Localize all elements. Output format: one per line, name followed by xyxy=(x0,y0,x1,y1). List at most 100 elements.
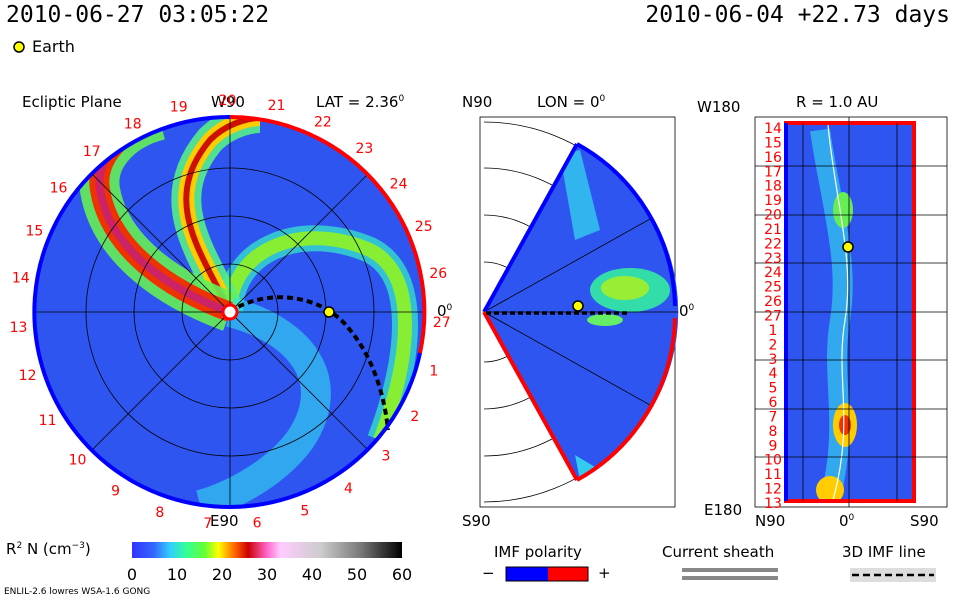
radial-day-label: 24 xyxy=(764,265,782,281)
cbar-end: ) xyxy=(84,540,91,558)
radial-x-right: S90 xyxy=(910,512,939,530)
ecliptic-right-label: 00 xyxy=(437,302,452,320)
meridional-plot xyxy=(479,116,679,508)
radial-day-label: 18 xyxy=(764,179,782,195)
ecliptic-day-label: 18 xyxy=(124,117,142,133)
ecliptic-lat-label: LAT = 2.360 xyxy=(316,93,404,111)
colorbar-tick-label: 30 xyxy=(257,565,277,584)
current-sheath-label: Current sheath xyxy=(662,543,775,561)
reference-date-label: 2010-06-04 +22.73 days xyxy=(645,2,950,28)
meridional-top-label: N90 xyxy=(462,93,493,111)
colorbar-tick-label: 10 xyxy=(167,565,187,584)
ecliptic-day-label: 7 xyxy=(203,516,212,532)
ecliptic-polarity-neg xyxy=(32,114,422,509)
radial-day-label: 23 xyxy=(764,251,782,267)
ecliptic-day-label: 13 xyxy=(10,320,28,336)
radial-day-label: 13 xyxy=(764,496,782,512)
rad-zero: 0 xyxy=(839,512,849,530)
ecliptic-day-label: 10 xyxy=(69,452,87,468)
ecliptic-day-label: 12 xyxy=(19,368,37,384)
radial-top-left-label: W180 xyxy=(697,98,741,116)
ecliptic-day-label: 22 xyxy=(314,115,332,131)
cbar-sup: 2 xyxy=(16,541,23,551)
radial-day-label: 9 xyxy=(769,438,778,454)
mer-zero-deg: 0 xyxy=(688,303,695,313)
lon-value: LON = 0 xyxy=(537,93,600,111)
radial-x-left: N90 xyxy=(755,512,786,530)
radial-day-label: 10 xyxy=(764,453,782,469)
radial-day-label: 20 xyxy=(764,208,782,224)
ecliptic-day-label: 16 xyxy=(50,180,68,196)
ecliptic-day-label: 3 xyxy=(381,449,390,465)
ecliptic-bottom-label: E90 xyxy=(210,512,239,530)
radial-day-label: 4 xyxy=(769,366,778,382)
radial-x-mid: 00 xyxy=(839,512,854,530)
ecliptic-day-label: 23 xyxy=(355,141,373,157)
radial-bottom-left-label: E180 xyxy=(704,501,743,519)
ecliptic-day-label: 1 xyxy=(429,363,438,379)
colorbar-tick-label: 50 xyxy=(347,565,367,584)
colorbar-tick-label: 0 xyxy=(127,565,137,584)
radial-day-label: 5 xyxy=(769,381,778,397)
imf-polarity-negative-swatch xyxy=(506,567,548,581)
ecliptic-polarity-pos xyxy=(229,115,427,354)
radial-day-label: 11 xyxy=(764,467,782,483)
ecliptic-day-label: 14 xyxy=(12,271,30,287)
ecl-zero: 0 xyxy=(437,302,447,320)
colorbar xyxy=(132,542,402,558)
ecliptic-day-label: 4 xyxy=(344,481,353,497)
ecliptic-day-labels: 19 20 212223242526271234567891011121314151… xyxy=(10,93,451,532)
meridional-earth-marker xyxy=(572,300,584,312)
ecliptic-day-label: 27 xyxy=(433,315,451,331)
ecliptic-earth-marker xyxy=(323,306,335,318)
lon-degree: 0 xyxy=(599,94,606,104)
radial-title: R = 1.0 AU xyxy=(796,93,879,111)
radial-day-label: 1 xyxy=(769,323,778,339)
ecliptic-top-label: W90 xyxy=(211,93,245,111)
ecliptic-day-label: 21 xyxy=(268,98,286,114)
meridional-right-label: 00 xyxy=(679,302,694,320)
ecliptic-day-label: 15 xyxy=(25,223,43,239)
ecliptic-day-label: 9 xyxy=(111,484,120,500)
colorbar-tick-label: 40 xyxy=(302,565,322,584)
radial-day-label: 15 xyxy=(764,135,782,151)
radial-day-label: 16 xyxy=(764,150,782,166)
radial-day-label: 8 xyxy=(769,424,778,440)
radial-day-label: 22 xyxy=(764,236,782,252)
earth-legend xyxy=(12,38,28,58)
colorbar-tick-label: 60 xyxy=(392,565,412,584)
ecliptic-day-label: 11 xyxy=(39,413,57,429)
sun-marker xyxy=(221,303,239,321)
lat-value: LAT = 2.36 xyxy=(316,93,399,111)
colorbar-ticks: 0 10 20 30 40 50 60 xyxy=(127,565,412,584)
radial-day-label: 26 xyxy=(764,294,782,310)
radial-day-label: 21 xyxy=(764,222,782,238)
imf-line-label: 3D IMF line xyxy=(842,543,926,561)
imf-line-swatch xyxy=(850,568,936,582)
lat-degree: 0 xyxy=(398,94,405,104)
imf-polarity-label: IMF polarity xyxy=(494,543,582,561)
ecliptic-day-label: 5 xyxy=(300,503,309,519)
timestamp-label: 2010-06-27 03:05:22 xyxy=(6,2,270,28)
radial-day-label: 17 xyxy=(764,164,782,180)
radial-plot: 1415161718192021222324252627123456789101… xyxy=(754,116,948,512)
ecliptic-day-label: 26 xyxy=(429,266,447,282)
radial-day-label: 25 xyxy=(764,280,782,296)
radial-day-label: 27 xyxy=(764,309,782,325)
ecliptic-day-label: 17 xyxy=(83,144,101,160)
mer-zero: 0 xyxy=(679,302,689,320)
imf-minus-label: − xyxy=(482,564,495,582)
ecliptic-day-label: 6 xyxy=(253,515,262,531)
radial-earth-marker xyxy=(842,241,854,253)
cbar-sup2: −3 xyxy=(71,541,85,551)
cbar-r: R xyxy=(6,540,17,558)
imf-plus-label: + xyxy=(598,564,611,582)
radial-day-label: 2 xyxy=(769,337,778,353)
ecliptic-day-label: 8 xyxy=(155,505,164,521)
ecl-zero-deg: 0 xyxy=(446,303,453,313)
ecliptic-imf-line xyxy=(228,295,390,431)
radial-day-label: 7 xyxy=(769,410,778,426)
ecliptic-day-label: 24 xyxy=(390,176,408,192)
ecliptic-day-label: 25 xyxy=(415,219,433,235)
